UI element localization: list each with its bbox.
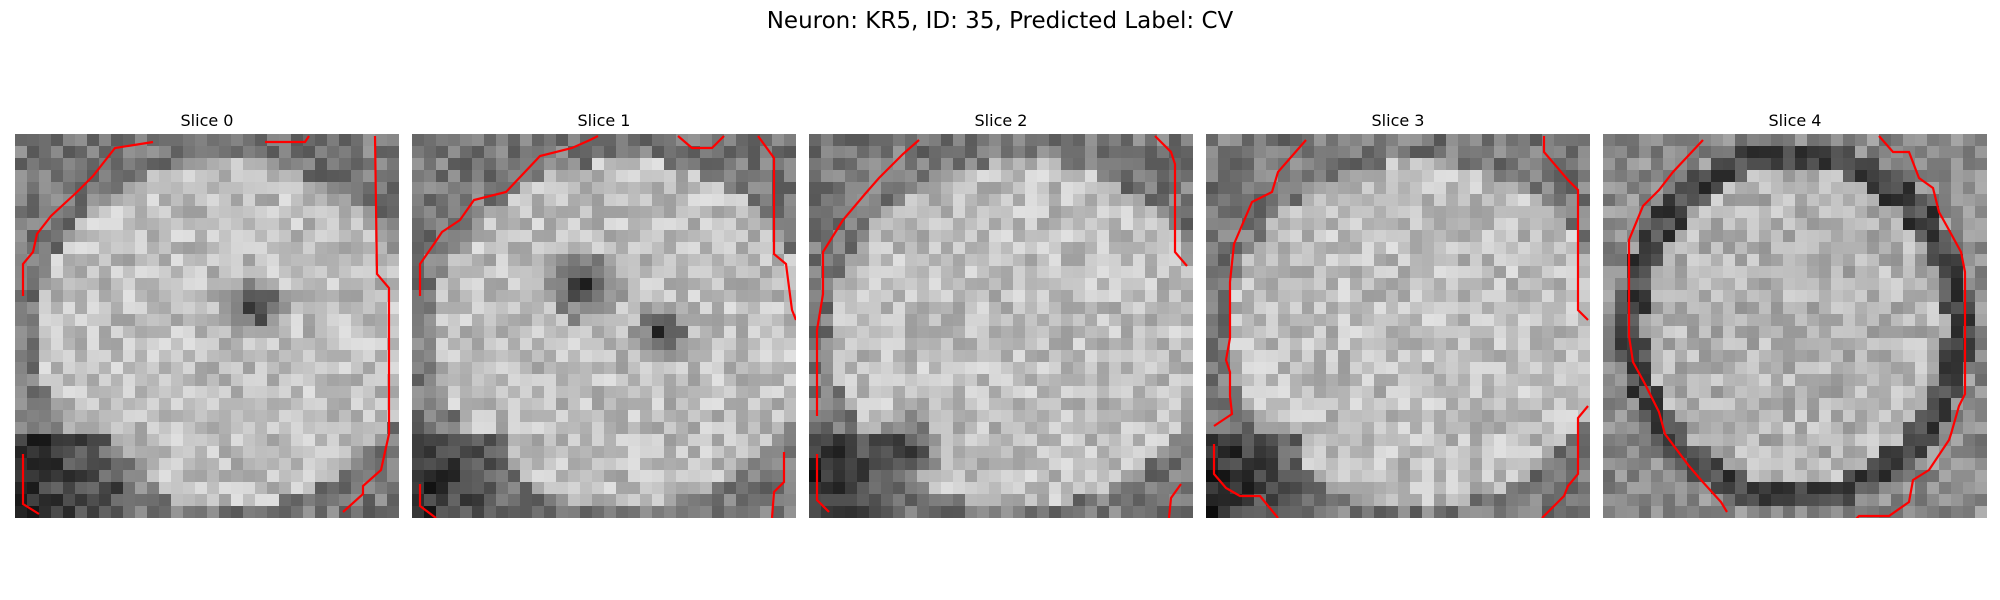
slice-image-1	[412, 134, 796, 518]
contour-line	[815, 139, 920, 416]
slice-panel-0: Slice 0	[15, 110, 399, 518]
figure-title: Neuron: KR5, ID: 35, Predicted Label: CV	[766, 8, 1234, 34]
slice-title-4: Slice 4	[1768, 111, 1822, 130]
slice-title-1: Slice 1	[577, 111, 631, 130]
contour-line	[418, 135, 599, 296]
contour-line	[1154, 135, 1188, 267]
slice-panel-3: Slice 3	[1206, 110, 1590, 518]
slice-image-2	[809, 134, 1193, 518]
slice-image-4	[1603, 134, 1987, 518]
contour-line	[265, 135, 310, 144]
slice-panel-4: Slice 4	[1603, 110, 1987, 518]
contour-line	[1167, 483, 1182, 518]
contour-line	[815, 454, 830, 513]
slice-panel-1: Slice 1	[412, 110, 796, 518]
contour-line	[1855, 135, 1967, 518]
contour-line	[1212, 444, 1279, 518]
contour-line	[1542, 136, 1589, 321]
contour-line	[770, 452, 786, 518]
slice-title-0: Slice 0	[180, 111, 234, 130]
slice-image-0	[15, 134, 399, 518]
contour-line	[1213, 139, 1307, 427]
slice-title-2: Slice 2	[974, 111, 1028, 130]
slice-image-3	[1206, 134, 1590, 518]
contour-line	[342, 135, 391, 513]
contour-line	[21, 454, 40, 515]
contour-line	[1627, 139, 1728, 513]
contour-line	[418, 484, 437, 518]
contour-line	[1541, 405, 1589, 518]
contour-line	[21, 140, 154, 296]
contour-line	[757, 135, 796, 321]
contour-line	[677, 135, 725, 150]
slice-title-3: Slice 3	[1371, 111, 1425, 130]
slice-panel-2: Slice 2	[809, 110, 1193, 518]
